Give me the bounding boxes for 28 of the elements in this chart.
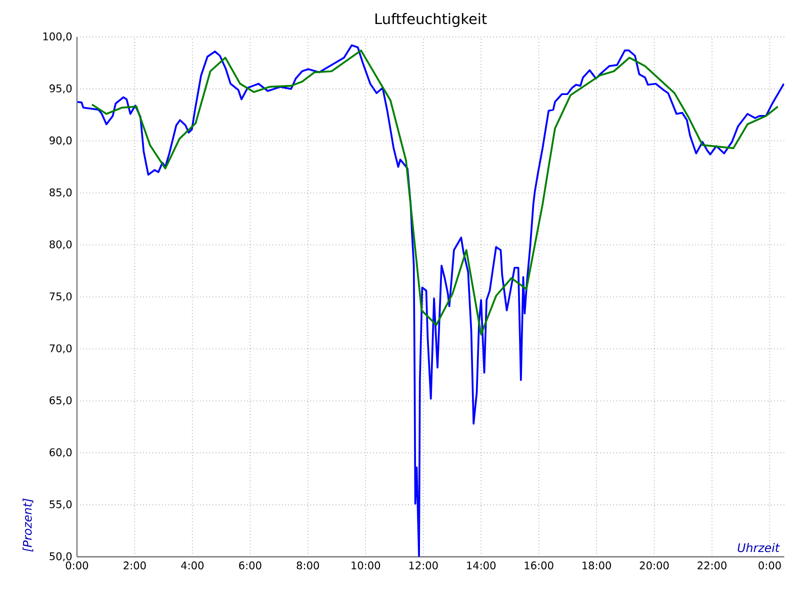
- x-tick-label: 12:00: [409, 562, 438, 570]
- x-tick-label: 18:00: [582, 562, 612, 570]
- x-tick-label: 22:00: [698, 562, 726, 570]
- y-tick-label: 100,0: [43, 32, 72, 42]
- x-tick-label: 6:00: [239, 562, 262, 570]
- y-tick-label: 65,0: [50, 396, 72, 406]
- x-tick-label: 0:00: [758, 562, 781, 570]
- chart-title: Luftfeuchtigkeit: [375, 13, 487, 28]
- x-tick-label: 0:00: [66, 562, 88, 570]
- x-tick-label: 14:00: [467, 562, 496, 570]
- line-series: [91, 50, 779, 336]
- y-axis-title: [Prozent]: [22, 498, 34, 552]
- y-tick-label: 50,0: [50, 552, 72, 562]
- x-tick-label: 2:00: [124, 562, 146, 570]
- y-tick-label: 90,0: [50, 136, 72, 146]
- y-tick-label: 70,0: [50, 344, 72, 354]
- x-tick-label: 4:00: [181, 562, 204, 570]
- y-tick-label: 80,0: [50, 240, 72, 250]
- y-tick-label: 60,0: [50, 448, 72, 458]
- x-tick-label: 8:00: [296, 562, 320, 570]
- x-tick-label: 10:00: [352, 562, 380, 570]
- y-tick-label: 85,0: [50, 188, 72, 198]
- x-tick-label: 20:00: [640, 562, 669, 570]
- x-tick-label: 16:00: [524, 562, 554, 570]
- y-tick-label: 95,0: [50, 84, 72, 94]
- x-axis-title: Uhrzeit: [738, 543, 780, 552]
- y-tick-label: 55,0: [50, 500, 72, 510]
- y-tick-label: 75,0: [50, 292, 72, 302]
